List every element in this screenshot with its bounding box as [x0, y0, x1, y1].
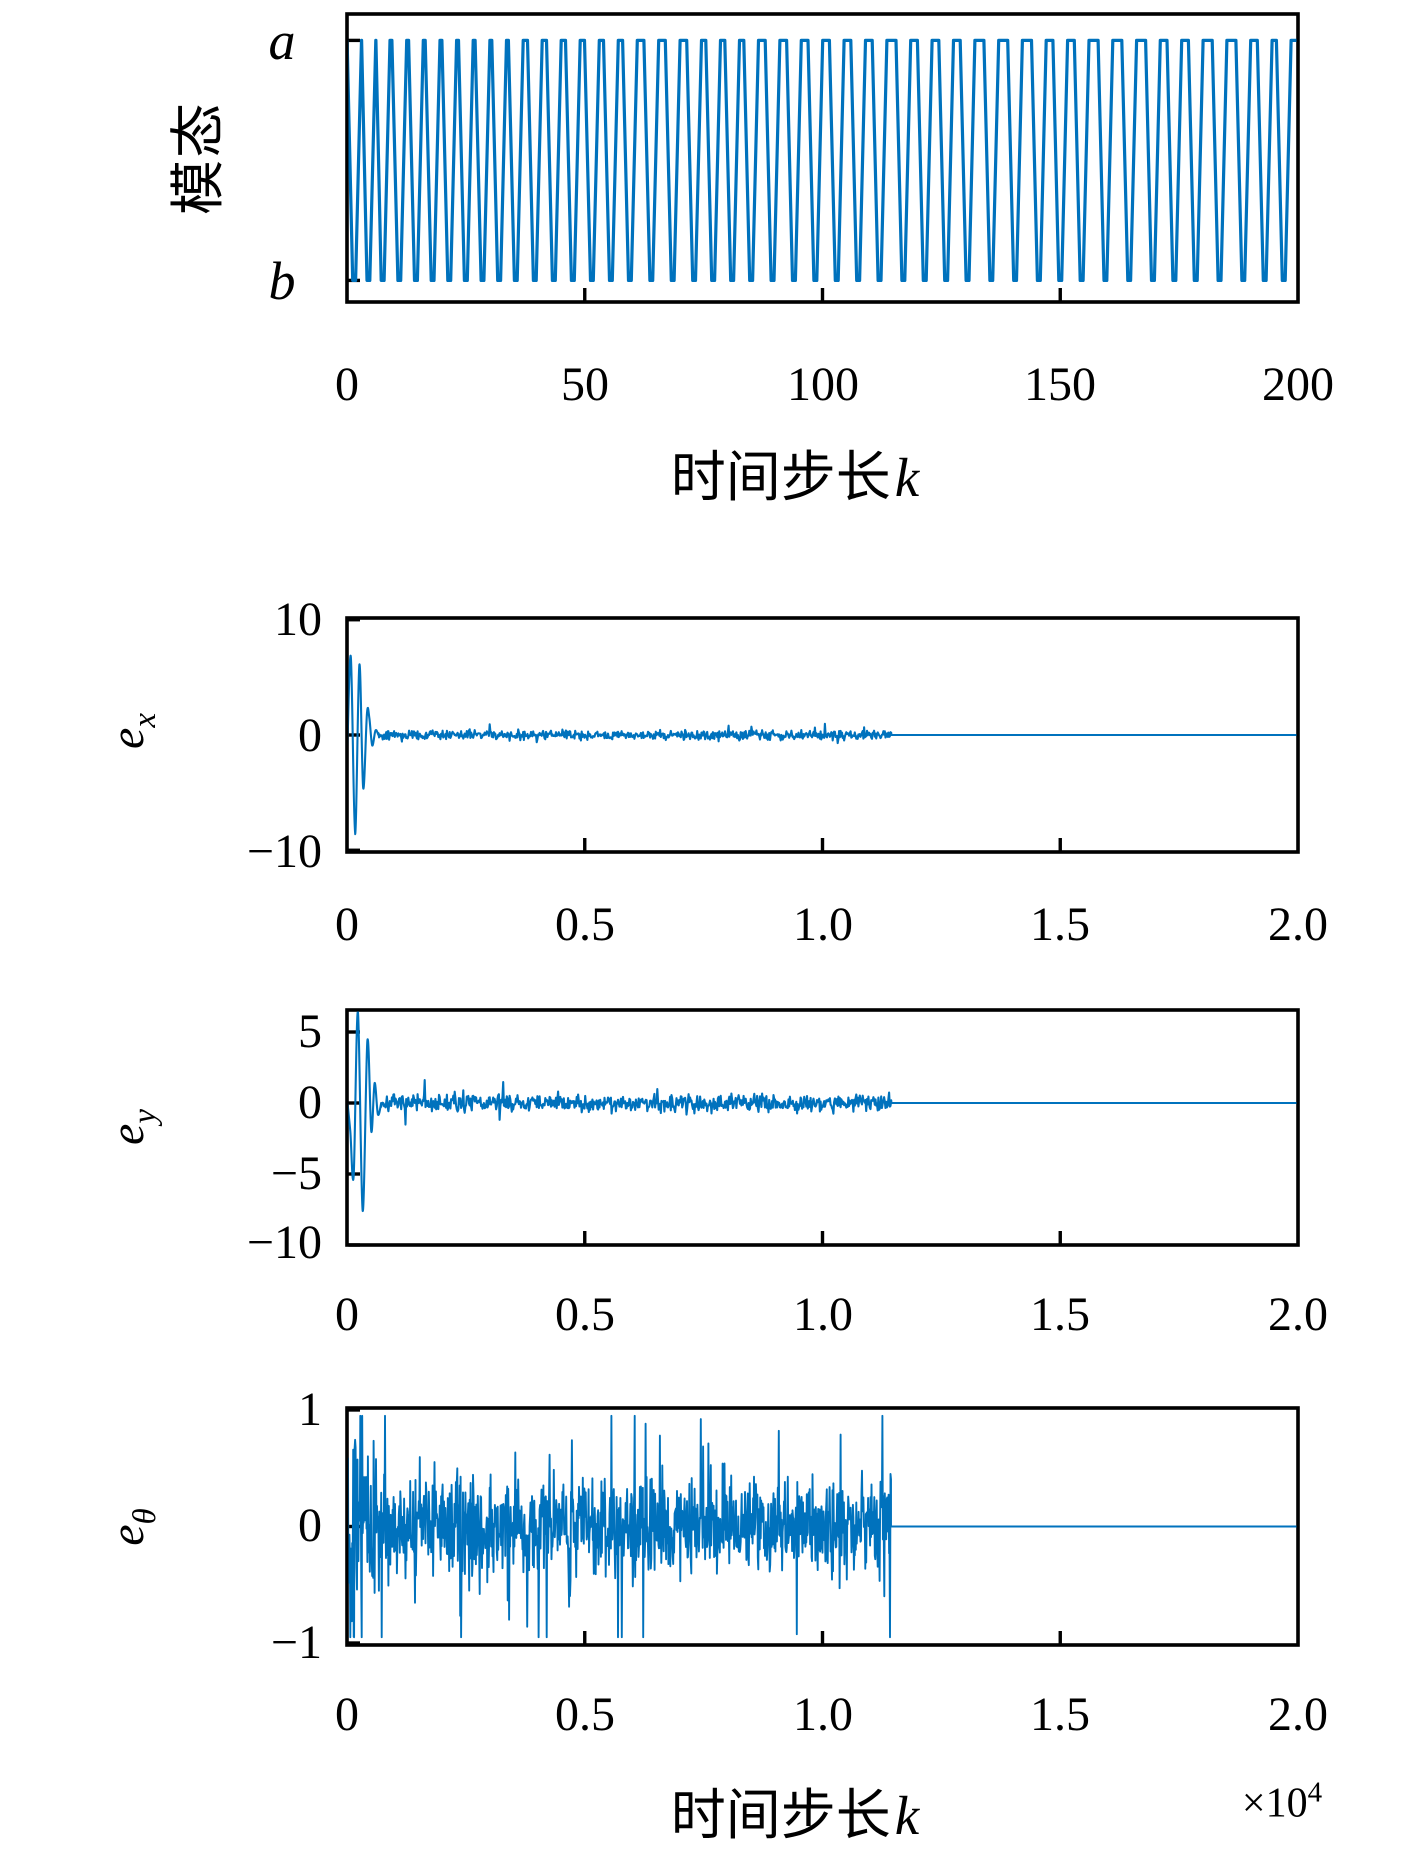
plot2-ytick-10: 10	[274, 593, 322, 646]
plot3-ylabel-e: e	[101, 1123, 154, 1145]
plot1-xlabel-text: 时间步长	[670, 447, 891, 508]
plot1-xtick-200: 200	[1262, 358, 1334, 411]
plot1-xtick-150: 150	[1024, 358, 1096, 411]
exponent-power: 4	[1307, 1776, 1323, 1809]
plot3-xtick-0: 0	[335, 1288, 359, 1341]
plot1-xtick-0: 0	[335, 358, 359, 411]
plot4-xtick-15: 1.5	[1030, 1688, 1090, 1741]
plot4-xlabel-text: 时间步长	[670, 1785, 891, 1846]
plot1-ytick-b: b	[268, 251, 296, 311]
plot4-xtick-0: 0	[335, 1688, 359, 1741]
plot3-xtick-20: 2.0	[1268, 1288, 1328, 1341]
axis-exponent-label: ×104	[1242, 1777, 1322, 1828]
plot1-xtick-50: 50	[561, 358, 609, 411]
plot2-xtick-0: 0	[335, 898, 359, 951]
plot4-xtick-05: 0.5	[555, 1688, 615, 1741]
plot4-ylabel-e: e	[101, 1524, 154, 1546]
plot3-xtick-15: 1.5	[1030, 1288, 1090, 1341]
plot2-ytick-neg10: −10	[246, 825, 322, 878]
plot2-xtick-15: 1.5	[1030, 898, 1090, 951]
plot4-xtick-10: 1.0	[793, 1688, 853, 1741]
plot4-xtick-20: 2.0	[1268, 1688, 1328, 1741]
plot1-ytick-a: a	[268, 11, 296, 71]
plot4-ytick-0: 0	[298, 1499, 322, 1552]
plot3-xtick-05: 0.5	[555, 1288, 615, 1341]
plot2-ytick-0: 0	[298, 709, 322, 762]
plot4-xlabel: 时间步长k	[671, 1770, 919, 1850]
plot4-xlabel-k: k	[894, 1785, 920, 1846]
plot3-ytick-neg5: −5	[270, 1147, 322, 1200]
plot3-ytick-0: 0	[298, 1076, 322, 1129]
plot2-xtick-20: 2.0	[1268, 898, 1328, 951]
exponent-base: ×10	[1241, 1780, 1308, 1827]
plot1-xtick-100: 100	[787, 358, 859, 411]
plot1-ylabel: 模态	[168, 100, 229, 216]
plot3-ytick-neg10: −10	[246, 1216, 322, 1269]
plot4-ytick-neg1: −1	[270, 1616, 322, 1669]
plot2-xtick-05: 0.5	[555, 898, 615, 951]
plot2-xtick-10: 1.0	[793, 898, 853, 951]
plot1-xlabel: 时间步长k	[671, 432, 919, 512]
plot2-ylabel-e: e	[101, 727, 154, 749]
plot4-ytick-1: 1	[298, 1383, 322, 1436]
plot3-xtick-10: 1.0	[793, 1288, 853, 1341]
plot1-xlabel-k: k	[894, 447, 920, 508]
plot3-ytick-5: 5	[298, 1005, 322, 1058]
